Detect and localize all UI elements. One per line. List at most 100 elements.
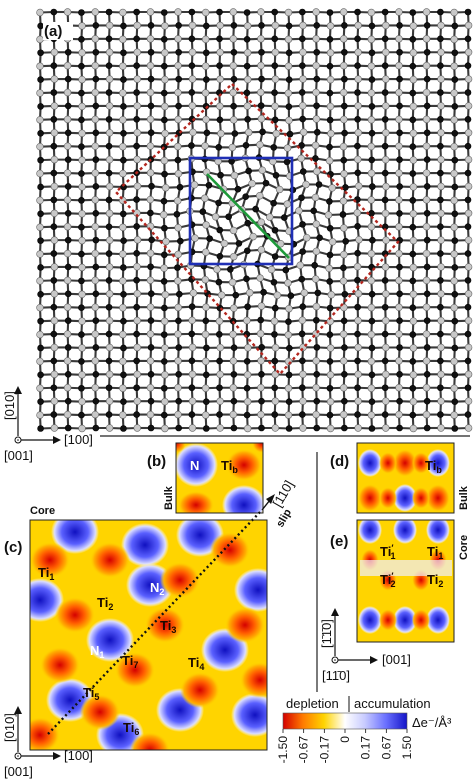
panel-e: (e) Core Ti′ 1 Ti1 Ti′ 2 Ti2 [330,519,470,643]
charge-blob [358,606,382,634]
charge-blob [393,449,417,477]
axis-y-label-c: [010] [2,713,17,742]
charge-blob [226,449,262,481]
axis-y-label-e: [1̄1̄0] [319,619,334,648]
charge-blob [210,532,250,568]
axis-y-label-a: [010] [2,391,17,420]
colorbar-accumulation-label: accumulation [354,696,431,711]
charge-blob [234,568,267,612]
atom-ti1-prime-label: Ti′ 1 [380,543,396,561]
charge-blob [225,607,265,643]
colorbar-tick-label: -0.67 [297,736,311,764]
atom-ti-label-b: Tib [221,458,238,475]
lattice-bonds [38,10,470,430]
slip-direction-label: [110] [270,478,297,510]
charge-blob [379,609,397,631]
atom-ti4-label: Ti4 [188,655,204,672]
panel-a-label-bg [43,22,73,40]
panel-c: (c) Core slip [110] Ti1 Ti2 N2 Ti3 N1 Ti7 Ti4 T… [4,478,297,751]
charge-blob [240,662,267,698]
colorbar-tick-label: -0.17 [317,736,331,764]
charge-blob [393,520,417,544]
lattice-panel-a: (a) [36,8,473,433]
atom-ti-label-d: Tib [425,458,442,475]
charge-blob [222,485,263,513]
charge-blob [358,520,382,544]
charge-blob [55,597,95,633]
dislocation-core-region [114,82,400,376]
charge-blob [160,562,200,598]
charge-blob [379,452,397,474]
axis-origin-label-a: [001] [4,448,33,463]
zoom-box [188,156,294,266]
panel-e-side-label: Core [458,535,470,560]
colorbar-tick-label: 1.50 [400,736,414,760]
colorbar-depletion-label: depletion [286,696,339,711]
charge-blob [121,523,169,567]
charge-blob [412,452,430,474]
charge-blob [130,732,170,750]
slip-line-c [47,509,263,735]
axis-x-label-e: [001] [382,652,411,667]
charge-blob [412,487,430,509]
atom-ti1-label: Ti1 [427,544,443,561]
colorbar-tick-label: -1.50 [276,736,290,764]
charge-blob [426,484,450,512]
panel-a-label: (a) [44,23,62,40]
charge-blob [426,449,450,477]
panel-b-label: (b) [147,453,166,470]
atom-n-label-b: N [190,458,199,473]
panel-d-label: (d) [330,453,349,470]
charge-blob [393,484,417,512]
atom-ti2-label: Ti2 [427,572,443,589]
charge-blob [379,487,397,509]
charge-blob [358,484,382,512]
atom-n1-label: N1 [90,643,104,660]
colorbar-tick-label: 0 [338,736,352,743]
axes-panel-a: [010] [100] [001] [2,386,93,463]
atom-ti6-label: Ti6 [123,720,139,737]
charge-blob [30,578,64,622]
panel-d-side-label: Bulk [458,485,470,510]
axis-origin-label-e: [11̄0] [322,668,350,683]
charge-blob [180,672,220,708]
charge-blob [30,542,70,578]
charge-blob [30,717,60,750]
charge-blob [90,542,130,578]
charge-blob [176,443,218,487]
atomic-lattice [36,8,473,433]
charge-blob [115,652,155,688]
colorbar-tick-label: 0.67 [379,736,393,760]
colorbar-tick-label: 0.17 [359,736,373,760]
charge-blob [393,606,417,634]
charge-blob [51,520,99,554]
charge-blob [426,606,450,634]
axis-origin-label-c: [001] [4,764,33,779]
charge-blob [176,443,186,453]
charge-blob [80,694,120,730]
colorbar-unit-label: Δe⁻/Å³ [412,715,452,730]
charge-blob [252,443,263,453]
axes-panel-c: [010] [100] [001] [2,706,93,779]
atom-ti2-label: Ti2 [97,595,113,612]
panel-c-label: (c) [4,539,22,556]
charge-blob [86,618,134,662]
panel-d: (d) Bulk Tib [330,442,470,514]
core-band [360,560,452,576]
charge-blob [145,607,185,643]
atom-ti3-label: Ti3 [160,618,176,635]
charge-blob [358,449,382,477]
axes-panel-e: [1̄1̄0] [001] [11̄0] [319,608,411,683]
axis-x-label-a: [100] [64,432,93,447]
charge-blob [178,491,214,513]
charge-blob [231,693,267,737]
colorbar: depletion accumulation Δe⁻/Å³ -1.50 -0.67… [276,696,452,763]
panel-e-label: (e) [330,533,348,550]
charge-blob [412,609,430,631]
atom-ti2-prime-label: Ti′ 2 [380,571,396,589]
panel-c-core-label: Core [30,505,55,517]
charge-blob [426,520,450,544]
atom-ti5-label: Ti5 [83,685,99,702]
panel-b: (b) Bulk N Tib [147,442,264,514]
